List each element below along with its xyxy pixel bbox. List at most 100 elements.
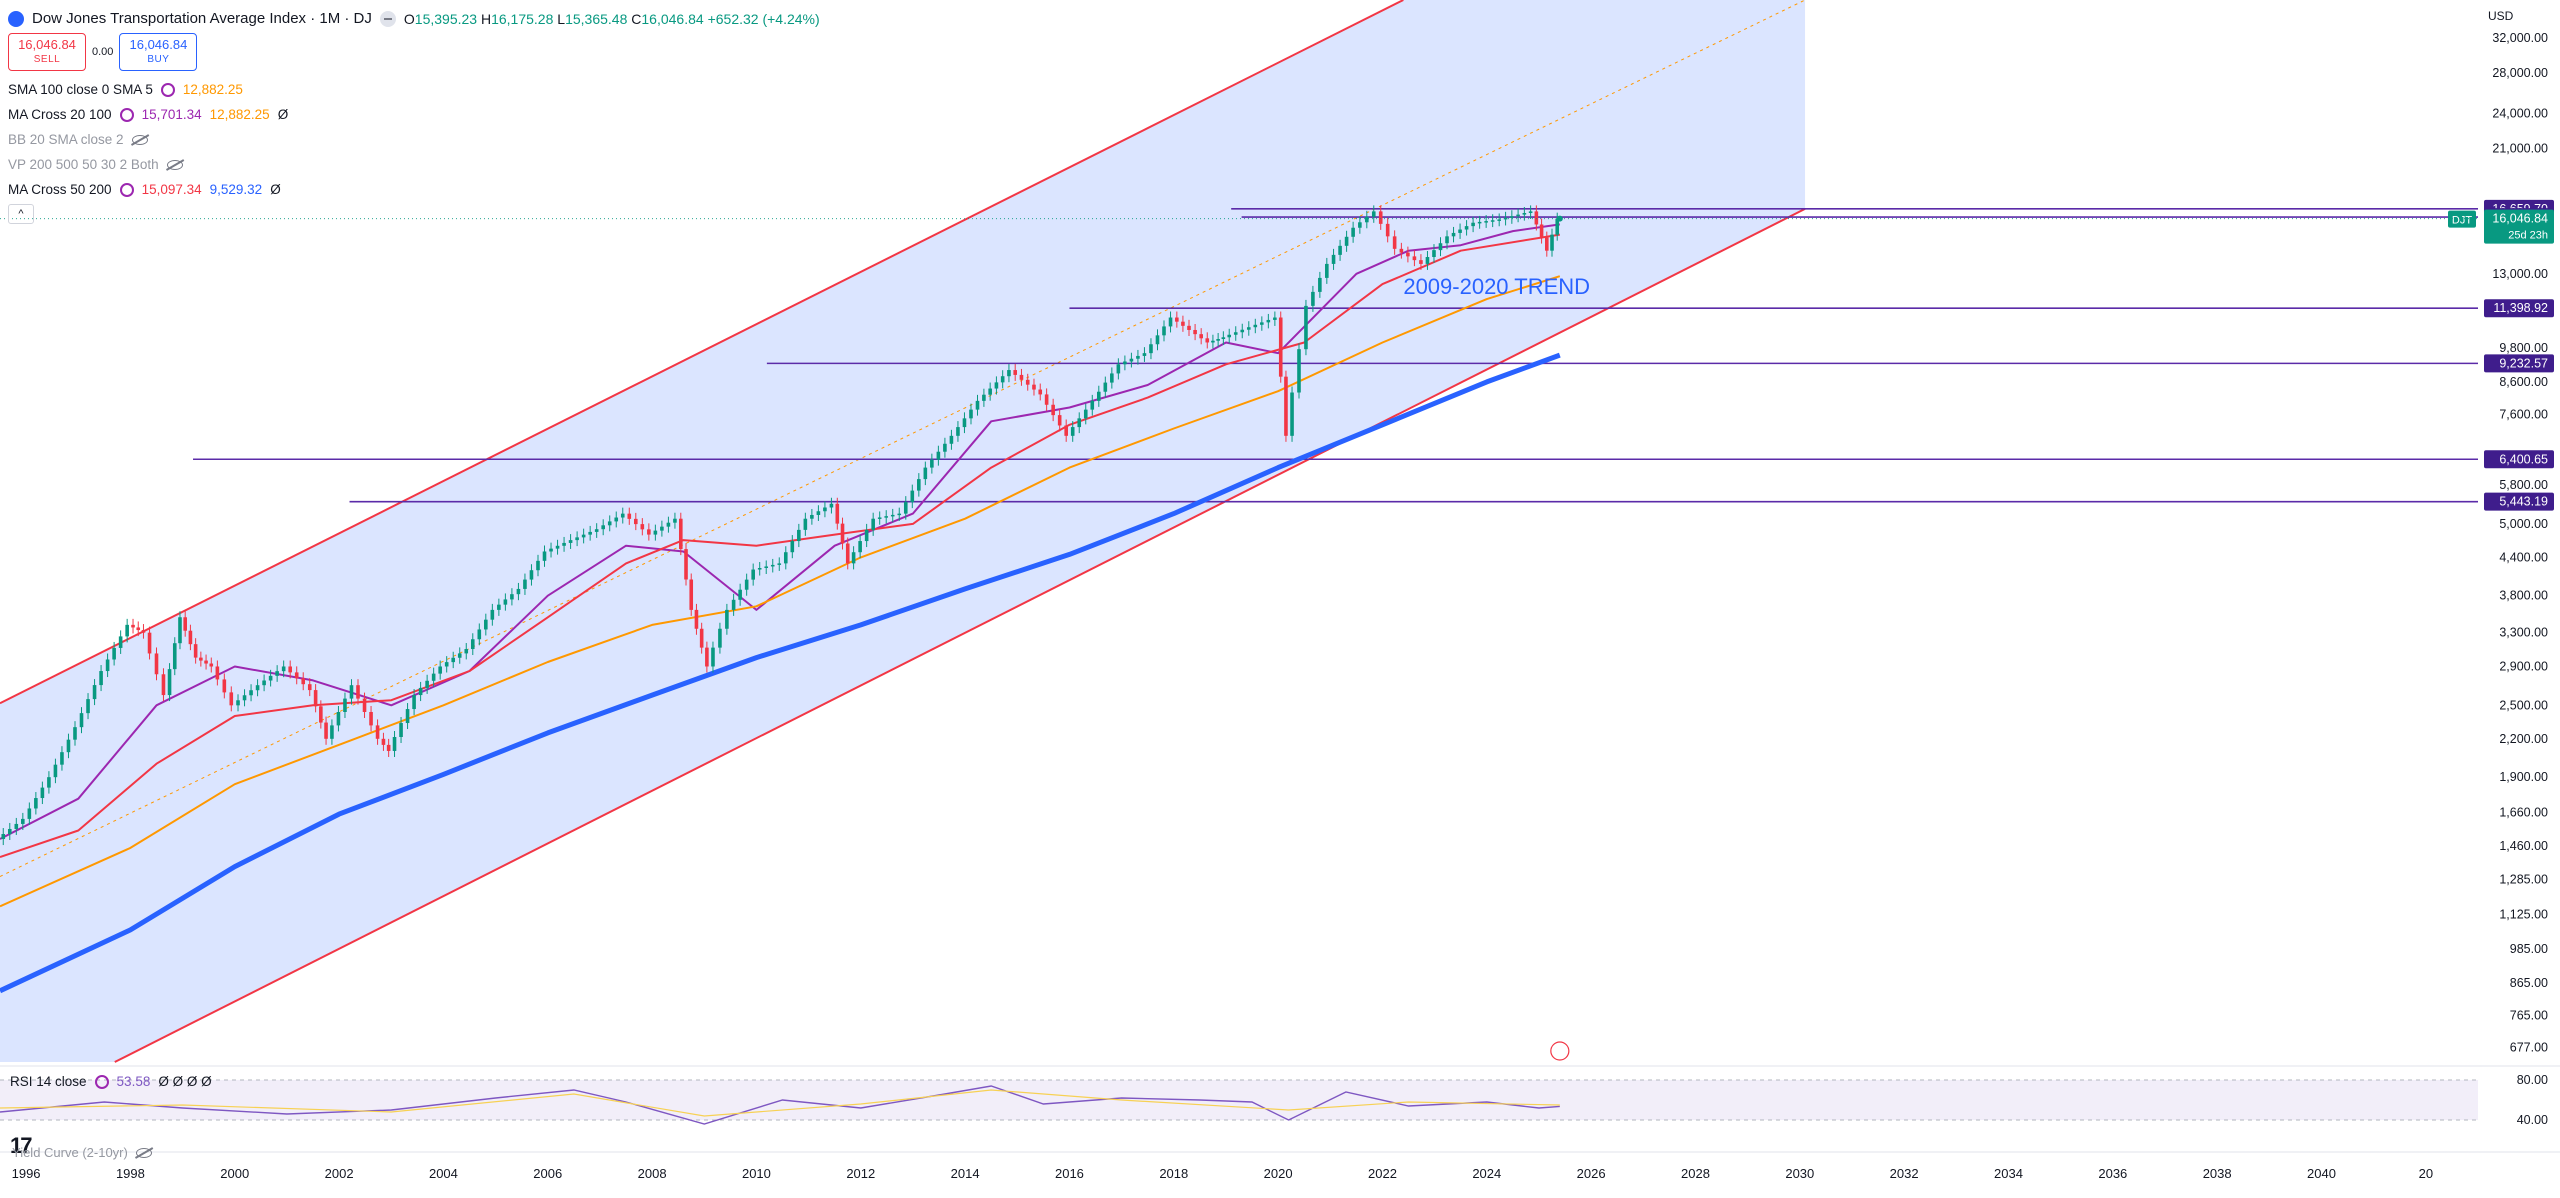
hidden-eye-icon[interactable]: [131, 134, 148, 145]
candle-body: [803, 518, 808, 530]
candle-body: [1266, 319, 1271, 323]
candle-body: [705, 647, 709, 667]
candle-body: [438, 666, 442, 674]
candle-body: [1083, 409, 1088, 419]
candle-body: [1090, 400, 1095, 410]
price-tick-label: 1,285.00: [2499, 873, 2548, 887]
candle-body: [1392, 236, 1397, 249]
candle-body: [1325, 263, 1329, 278]
candle-body: [738, 589, 742, 600]
candle-body: [444, 662, 449, 667]
candle-body: [1490, 220, 1495, 222]
level-price-badge: [2484, 354, 2554, 373]
candle-body: [1358, 222, 1362, 228]
symbol-title[interactable]: Dow Jones Transportation Average Index ·…: [32, 10, 372, 27]
indicator-ma-cross-50-200[interactable]: MA Cross 50 200 15,097.34 9,529.32 Ø: [8, 177, 820, 202]
candle-body: [1077, 418, 1082, 428]
candle-body: [816, 511, 821, 515]
time-tick-label: 1998: [116, 1166, 145, 1181]
candle-body: [1038, 389, 1043, 395]
yield-label[interactable]: Yield Curve (2-10yr): [12, 1145, 128, 1160]
candle-body: [1464, 226, 1469, 230]
indicator-settings-icon[interactable]: [119, 107, 134, 122]
indicator-settings-icon[interactable]: [160, 82, 175, 97]
logo-icon: [8, 10, 24, 27]
candle-body: [1438, 243, 1443, 251]
candle-body: [923, 467, 928, 480]
candle-body: [1471, 222, 1475, 227]
candle-body: [678, 518, 683, 550]
candle-body: [27, 808, 32, 819]
candle-body: [66, 739, 71, 753]
candle-body: [255, 685, 260, 691]
price-axis-bg: [2478, 0, 2560, 1140]
candle-body: [851, 552, 856, 564]
candle-body: [1351, 227, 1355, 237]
candle-body: [536, 560, 540, 571]
candle-body: [516, 588, 521, 595]
candle-body: [660, 526, 664, 531]
rsi-band: [0, 1080, 2478, 1120]
rsi-axis-label: 40.00: [2517, 1113, 2548, 1127]
candle-body: [229, 692, 234, 706]
candle-body: [711, 647, 715, 667]
indicator-sma100[interactable]: SMA 100 close 0 SMA 5 12,882.25: [8, 77, 820, 102]
time-tick-label: 2022: [1368, 1166, 1397, 1181]
level-price-label: 6,400.65: [2499, 452, 2548, 466]
hidden-eye-icon[interactable]: [135, 1147, 152, 1158]
rsi-label[interactable]: RSI 14 close: [10, 1074, 87, 1089]
symbol-header: Dow Jones Transportation Average Index ·…: [8, 6, 820, 31]
indicator-name: BB 20 SMA close 2: [8, 132, 124, 147]
tradingview-logo-icon[interactable]: 17: [10, 1133, 33, 1158]
candle-body: [917, 479, 921, 491]
price-tick-label: 24,000.00: [2492, 106, 2548, 120]
sell-button[interactable]: 16,046.84 SELL: [8, 33, 86, 71]
price-tick-label: 5,800.00: [2499, 478, 2548, 492]
candle-body: [1051, 404, 1055, 416]
candle-body: [141, 630, 146, 633]
level-price-label: 5,443.19: [2499, 495, 2548, 509]
indicator-bb[interactable]: BB 20 SMA close 2: [8, 127, 820, 152]
rsi-value: 53.58: [116, 1074, 151, 1089]
hidden-eye-icon[interactable]: [166, 159, 183, 170]
candle-body: [1516, 214, 1520, 217]
buy-button[interactable]: 16,046.84 BUY: [119, 33, 198, 71]
candle-body: [1399, 248, 1404, 253]
candle-body: [1025, 379, 1030, 385]
candle-body: [457, 653, 462, 658]
indicator-vp[interactable]: VP 200 500 50 30 2 Both: [8, 152, 820, 177]
candle-body: [1365, 216, 1369, 223]
candle-body: [982, 394, 986, 401]
hide-legend-icon[interactable]: [379, 10, 396, 27]
candle-body: [34, 798, 38, 809]
candle-body: [1385, 223, 1390, 237]
collapse-legend-button[interactable]: ^: [8, 204, 34, 224]
rsi-settings-icon[interactable]: [94, 1074, 109, 1089]
candle-body: [731, 599, 736, 610]
indicator-settings-icon[interactable]: [119, 182, 134, 197]
candle-body: [1168, 317, 1173, 327]
time-tick-label: 2006: [533, 1166, 562, 1181]
candle-body: [757, 567, 762, 570]
ohlc-values: O15,395.23 H16,175.28 L15,365.48 C16,046…: [404, 11, 820, 27]
indicator-name: MA Cross 20 100: [8, 107, 112, 122]
candle-body: [835, 503, 840, 524]
indicator-ma-cross-20-100[interactable]: MA Cross 20 100 15,701.34 12,882.25 Ø: [8, 102, 820, 127]
candle-body: [994, 382, 999, 389]
candle-body: [105, 659, 110, 672]
candle-body: [125, 624, 129, 637]
candle-body: [375, 725, 380, 739]
candle-body: [73, 727, 77, 740]
high-label: H: [480, 10, 492, 27]
candle-body: [1458, 229, 1462, 233]
candle-body: [268, 675, 273, 681]
candle-body: [281, 666, 286, 672]
candle-body: [620, 513, 625, 518]
price-tick-label: 7,600.00: [2499, 407, 2548, 421]
candle-body: [99, 671, 103, 686]
rsi-ma-line: [0, 1089, 1560, 1117]
candle-body: [1211, 340, 1215, 343]
price-tick-label: 28,000.00: [2492, 66, 2548, 80]
